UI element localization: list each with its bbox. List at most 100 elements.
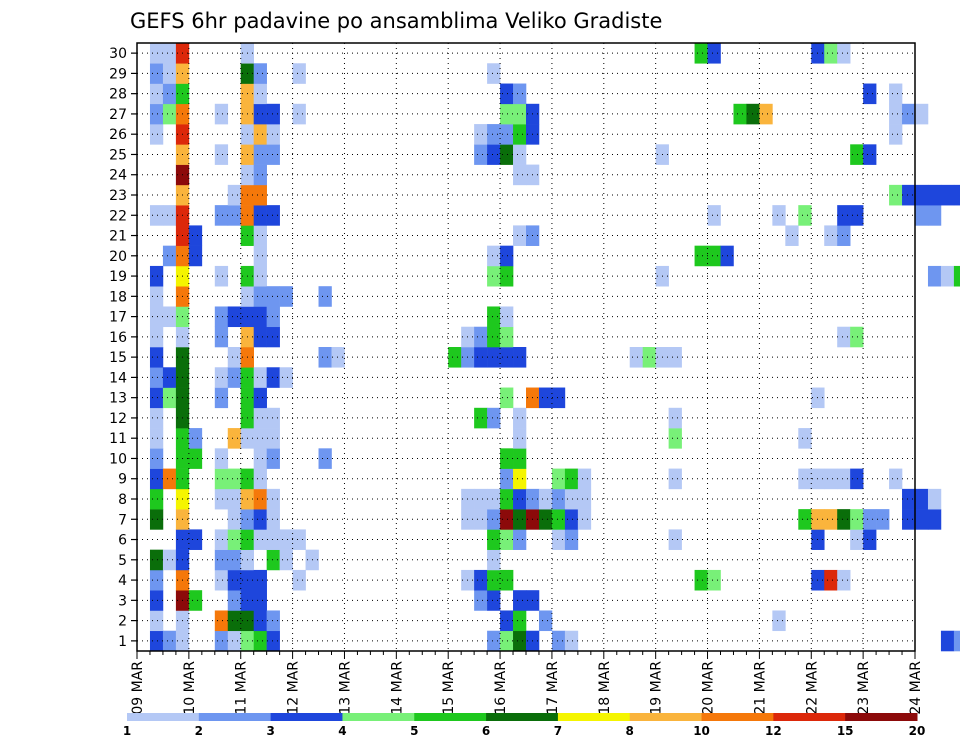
heatmap-cell — [188, 245, 203, 267]
y-tick-label: 18 — [109, 289, 127, 305]
colorbar-label: 12 — [765, 724, 782, 738]
heatmap-cell — [474, 144, 488, 165]
heatmap-cell — [227, 630, 242, 652]
colorbar-swatch — [127, 713, 200, 721]
y-tick-label: 12 — [109, 411, 127, 427]
heatmap-cell — [266, 407, 280, 429]
heatmap-cell — [266, 144, 280, 165]
heatmap-cell — [266, 367, 280, 388]
heatmap-cell — [253, 428, 267, 449]
heatmap-cell — [266, 124, 280, 145]
heatmap-cell — [318, 286, 332, 307]
heatmap-cell — [513, 610, 527, 632]
heatmap-cell — [487, 407, 501, 429]
heatmap-cell — [162, 103, 177, 125]
heatmap-cell — [253, 630, 267, 652]
heatmap-cell — [837, 326, 851, 348]
heatmap-cell — [487, 245, 501, 267]
y-tick-label: 14 — [109, 370, 127, 386]
x-tick-label: 24 MAR — [908, 661, 924, 715]
heatmap-cell — [551, 468, 566, 490]
heatmap-cell — [487, 529, 501, 550]
heatmap-cell — [940, 265, 955, 287]
y-tick-label: 17 — [109, 310, 127, 326]
heatmap-cell — [487, 265, 501, 287]
colorbar-label: 7 — [554, 724, 562, 738]
heatmap-cell — [902, 103, 916, 125]
colorbar-label: 15 — [837, 724, 854, 738]
heatmap-cell — [253, 326, 267, 348]
heatmap-cell — [889, 468, 903, 490]
heatmap-cell — [227, 367, 242, 388]
heatmap-cell — [253, 569, 267, 591]
heatmap-cell — [253, 448, 267, 469]
heatmap-cell — [824, 569, 838, 591]
colorbar-label: 6 — [482, 724, 490, 738]
heatmap-cell — [953, 265, 960, 287]
heatmap-cell — [513, 630, 527, 652]
heatmap-cell — [500, 569, 514, 591]
heatmap-cell — [149, 265, 164, 287]
heatmap-cell — [513, 448, 527, 469]
heatmap-cell — [227, 468, 242, 490]
heatmap-cell — [214, 630, 229, 652]
heatmap-cell — [850, 326, 864, 348]
heatmap-cell — [253, 286, 267, 307]
heatmap-cell — [915, 184, 929, 206]
colorbar: 1 2 3 4 5 6 7 8 10 12 15 20 — [123, 713, 925, 738]
heatmap-cell — [513, 407, 527, 429]
heatmap-cell — [149, 569, 164, 591]
heatmap-cell — [487, 144, 501, 165]
heatmap-cell — [824, 509, 838, 530]
colorbar-label: 2 — [195, 724, 203, 738]
y-tick-label: 7 — [118, 512, 127, 528]
y-tick-label: 8 — [118, 492, 127, 508]
heatmap-cell — [889, 184, 903, 206]
heatmap-cell — [266, 326, 280, 348]
heatmap-cell — [162, 367, 177, 388]
heatmap-cell — [487, 549, 501, 571]
heatmap-cell — [266, 103, 280, 125]
y-tick-label: 30 — [109, 46, 127, 62]
heatmap-cell — [214, 326, 229, 348]
heatmap-cell — [149, 610, 164, 632]
heatmap-cell — [902, 509, 916, 530]
heatmap-cell — [266, 610, 280, 632]
heatmap-cell — [564, 529, 579, 550]
heatmap-cell — [850, 468, 864, 490]
heatmap-cell — [318, 448, 332, 469]
heatmap-cell — [668, 407, 682, 429]
heatmap-cell — [162, 43, 177, 64]
heatmap-cell — [188, 428, 203, 449]
heatmap-cell — [837, 205, 851, 226]
heatmap-cell — [927, 488, 942, 510]
heatmap-cell — [292, 63, 306, 84]
heatmap-cell — [940, 630, 955, 652]
heatmap-cell — [953, 630, 960, 652]
heatmap-cell — [500, 245, 514, 267]
heatmap-cell — [707, 205, 721, 226]
heatmap-cell — [487, 63, 501, 84]
heatmap-cell — [149, 590, 164, 611]
heatmap-cell — [214, 569, 229, 591]
y-tick-label: 6 — [118, 533, 127, 549]
heatmap-cell — [227, 205, 242, 226]
heatmap-cell — [915, 488, 929, 510]
heatmap-cell — [863, 83, 877, 105]
heatmap-cell — [162, 549, 177, 571]
heatmap-cell — [500, 265, 514, 287]
heatmap-cell — [927, 265, 942, 287]
heatmap-cell — [889, 83, 903, 105]
heatmap-cell — [149, 630, 164, 652]
x-tick-label: 11 MAR — [234, 661, 250, 715]
heatmap-cell — [149, 43, 164, 64]
heatmap-cell — [551, 387, 566, 409]
heatmap-cell — [227, 549, 242, 571]
heatmap-cell — [162, 468, 177, 490]
heatmap-cell — [448, 347, 462, 368]
colorbar-label: 1 — [123, 724, 131, 738]
heatmap-cell — [513, 529, 527, 550]
heatmap-cell — [668, 529, 682, 550]
heatmap-cell — [577, 488, 592, 510]
